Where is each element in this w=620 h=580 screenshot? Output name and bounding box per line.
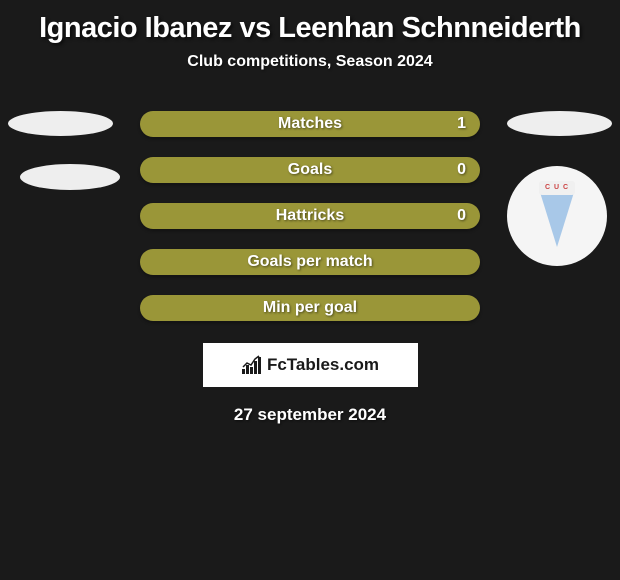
stat-value: 0 [457,161,466,179]
stat-label: Matches [278,115,342,133]
chart-icon [241,355,263,375]
stat-bar-hattricks: Hattricks 0 [140,203,480,229]
subtitle: Club competitions, Season 2024 [0,53,620,71]
date-text: 27 september 2024 [0,405,620,425]
badge-triangle-icon [539,189,575,247]
stat-label: Min per goal [263,299,357,317]
logo-box: FcTables.com [203,343,418,387]
stat-bar-goals-per-match: Goals per match [140,249,480,275]
stat-bars: Matches 1 Goals 0 Hattricks 0 Goals per … [140,111,480,321]
logo-text: FcTables.com [267,355,379,375]
stat-label: Goals per match [247,253,372,271]
stat-label: Goals [288,161,332,179]
left-player-shapes [8,111,120,218]
badge-text: C U C [539,181,575,195]
ellipse-shape [20,164,120,190]
stats-area: C U C Matches 1 Goals 0 Hattricks 0 Goal… [0,111,620,321]
stat-value: 0 [457,207,466,225]
badge-icon: C U C [532,181,582,251]
right-player-shapes: C U C [507,111,612,266]
stat-bar-goals: Goals 0 [140,157,480,183]
stat-bar-min-per-goal: Min per goal [140,295,480,321]
ellipse-shape [8,111,113,136]
stat-value: 1 [457,115,466,133]
stat-bar-matches: Matches 1 [140,111,480,137]
infographic-container: Ignacio Ibanez vs Leenhan Schnneiderth C… [0,0,620,433]
page-title: Ignacio Ibanez vs Leenhan Schnneiderth [0,8,620,53]
stat-label: Hattricks [276,207,344,225]
club-badge: C U C [507,166,607,266]
ellipse-shape [507,111,612,136]
